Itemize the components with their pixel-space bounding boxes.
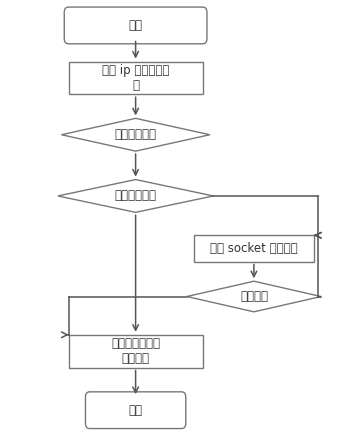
Polygon shape bbox=[58, 180, 213, 213]
Text: 检查 ip 参数重新设
置: 检查 ip 参数重新设 置 bbox=[102, 64, 169, 92]
Text: 启动双向业务: 启动双向业务 bbox=[115, 190, 157, 202]
Text: 修改重试: 修改重试 bbox=[240, 290, 268, 303]
Bar bbox=[68, 62, 203, 94]
Polygon shape bbox=[187, 281, 321, 312]
Text: 参数是否正常: 参数是否正常 bbox=[115, 128, 157, 141]
Bar bbox=[68, 335, 203, 367]
Polygon shape bbox=[62, 118, 210, 151]
FancyBboxPatch shape bbox=[64, 7, 207, 44]
Text: 检查 socket 接口实现: 检查 socket 接口实现 bbox=[210, 242, 298, 255]
Bar bbox=[194, 235, 314, 261]
Text: 打开网页或播放
网络视频: 打开网页或播放 网络视频 bbox=[111, 337, 160, 365]
FancyBboxPatch shape bbox=[85, 392, 186, 429]
Text: 开始: 开始 bbox=[129, 19, 143, 32]
Text: 结束: 结束 bbox=[129, 403, 143, 417]
